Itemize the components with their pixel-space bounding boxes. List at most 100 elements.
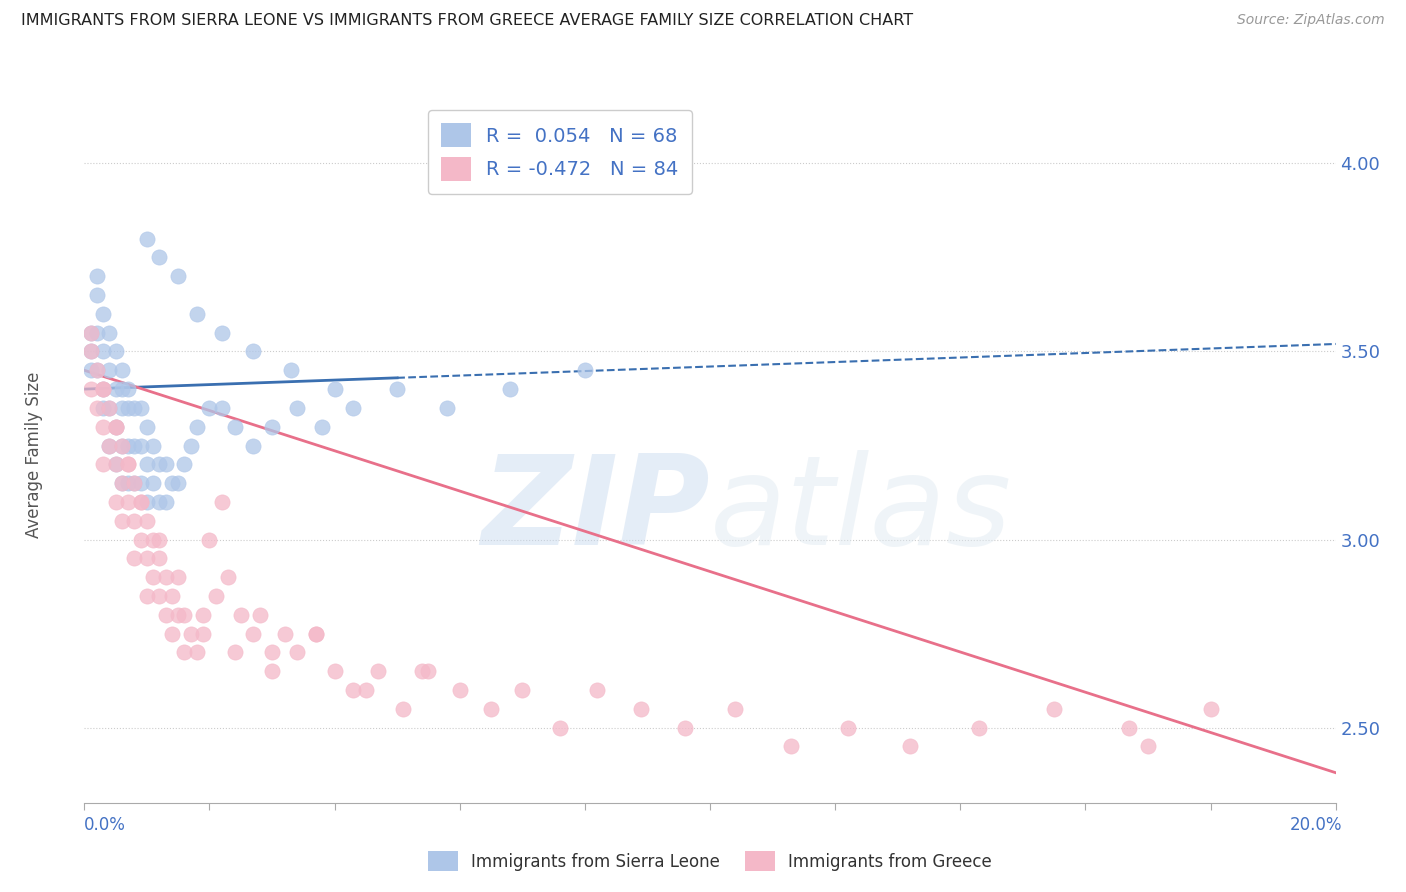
- Text: IMMIGRANTS FROM SIERRA LEONE VS IMMIGRANTS FROM GREECE AVERAGE FAMILY SIZE CORRE: IMMIGRANTS FROM SIERRA LEONE VS IMMIGRAN…: [21, 13, 914, 29]
- Point: [512, 683, 534, 698]
- Point: [91, 307, 114, 321]
- Point: [124, 438, 146, 452]
- Point: [86, 363, 108, 377]
- Point: [160, 626, 183, 640]
- Point: [91, 458, 114, 472]
- Text: atlas: atlas: [710, 450, 1012, 571]
- Point: [167, 570, 190, 584]
- Point: [117, 382, 139, 396]
- Point: [98, 401, 121, 415]
- Point: [111, 438, 134, 452]
- Point: [367, 664, 389, 678]
- Point: [129, 438, 152, 452]
- Point: [117, 438, 139, 452]
- Point: [136, 495, 159, 509]
- Point: [155, 458, 177, 472]
- Point: [499, 382, 522, 396]
- Point: [142, 476, 165, 491]
- Point: [129, 495, 152, 509]
- Point: [129, 495, 152, 509]
- Point: [217, 570, 239, 584]
- Point: [211, 401, 233, 415]
- Text: Average Family Size: Average Family Size: [25, 372, 44, 538]
- Point: [242, 344, 264, 359]
- Point: [111, 363, 134, 377]
- Point: [104, 419, 127, 434]
- Point: [173, 607, 195, 622]
- Point: [160, 476, 183, 491]
- Point: [91, 382, 114, 396]
- Point: [79, 326, 101, 340]
- Point: [436, 401, 458, 415]
- Point: [155, 570, 177, 584]
- Point: [117, 458, 139, 472]
- Point: [79, 363, 101, 377]
- Point: [148, 495, 170, 509]
- Point: [117, 458, 139, 472]
- Text: 20.0%: 20.0%: [1291, 816, 1343, 834]
- Point: [142, 533, 165, 547]
- Point: [167, 476, 190, 491]
- Point: [180, 626, 202, 640]
- Point: [1043, 702, 1066, 716]
- Point: [104, 419, 127, 434]
- Point: [148, 533, 170, 547]
- Point: [98, 401, 121, 415]
- Point: [354, 683, 377, 698]
- Point: [155, 495, 177, 509]
- Point: [418, 664, 440, 678]
- Point: [104, 382, 127, 396]
- Point: [285, 645, 308, 659]
- Point: [98, 326, 121, 340]
- Point: [104, 419, 127, 434]
- Point: [86, 401, 108, 415]
- Point: [249, 607, 271, 622]
- Point: [193, 607, 215, 622]
- Point: [198, 533, 221, 547]
- Point: [305, 626, 328, 640]
- Point: [392, 702, 415, 716]
- Point: [342, 683, 364, 698]
- Point: [273, 626, 295, 640]
- Point: [173, 458, 195, 472]
- Point: [86, 326, 108, 340]
- Point: [280, 363, 302, 377]
- Point: [104, 495, 127, 509]
- Point: [148, 251, 170, 265]
- Point: [136, 589, 159, 603]
- Point: [104, 344, 127, 359]
- Point: [342, 401, 364, 415]
- Point: [193, 626, 215, 640]
- Point: [104, 458, 127, 472]
- Point: [305, 626, 328, 640]
- Point: [129, 533, 152, 547]
- Point: [79, 326, 101, 340]
- Point: [111, 514, 134, 528]
- Point: [630, 702, 652, 716]
- Point: [186, 419, 208, 434]
- Point: [86, 269, 108, 284]
- Point: [148, 551, 170, 566]
- Point: [385, 382, 409, 396]
- Point: [91, 419, 114, 434]
- Point: [129, 401, 152, 415]
- Point: [124, 476, 146, 491]
- Point: [111, 476, 134, 491]
- Legend: Immigrants from Sierra Leone, Immigrants from Greece: Immigrants from Sierra Leone, Immigrants…: [422, 845, 998, 878]
- Point: [117, 401, 139, 415]
- Point: [98, 438, 121, 452]
- Point: [285, 401, 308, 415]
- Point: [898, 739, 921, 754]
- Point: [117, 495, 139, 509]
- Point: [111, 476, 134, 491]
- Text: ZIP: ZIP: [481, 450, 710, 571]
- Point: [548, 721, 571, 735]
- Point: [224, 645, 246, 659]
- Text: Source: ZipAtlas.com: Source: ZipAtlas.com: [1237, 13, 1385, 28]
- Point: [86, 363, 108, 377]
- Point: [242, 626, 264, 640]
- Point: [323, 382, 346, 396]
- Point: [98, 363, 121, 377]
- Point: [262, 664, 284, 678]
- Point: [79, 344, 101, 359]
